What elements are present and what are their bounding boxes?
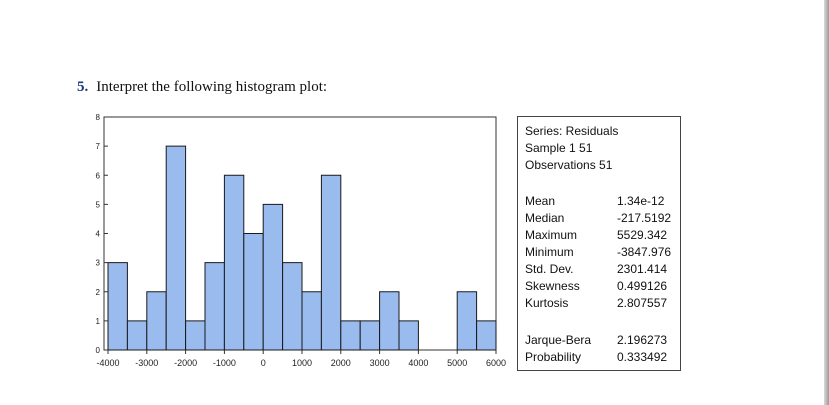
histogram-bar bbox=[243, 233, 264, 351]
histogram-bar bbox=[340, 320, 361, 351]
stat-row-median: Median -217.5192 bbox=[525, 210, 675, 227]
statistics-panel: Series: Residuals Sample 1 51 Observatio… bbox=[517, 116, 681, 371]
histogram-bar bbox=[262, 203, 284, 351]
y-tick-label: 4 bbox=[96, 230, 101, 239]
histogram-bar bbox=[107, 262, 128, 351]
stat-label: Median bbox=[525, 211, 565, 225]
x-tick-label: 0 bbox=[261, 358, 266, 368]
histogram-bar bbox=[398, 320, 419, 351]
series-name: Series: Residuals bbox=[525, 124, 619, 138]
stat-label: Std. Dev. bbox=[525, 262, 574, 276]
histogram-bar bbox=[379, 291, 400, 351]
x-tick-label: -1000 bbox=[213, 358, 236, 368]
x-tick-label: 2000 bbox=[331, 358, 351, 368]
stat-label: Jarque-Bera bbox=[525, 333, 592, 347]
x-tick-label: 4000 bbox=[408, 358, 428, 368]
stat-row-skewness: Skewness 0.499126 bbox=[525, 278, 675, 295]
stat-value: 1.34e-12 bbox=[617, 194, 665, 208]
x-tick-label: -4000 bbox=[96, 358, 119, 368]
stat-value: 2.807557 bbox=[617, 296, 668, 310]
y-tick-label: 1 bbox=[96, 317, 101, 326]
stat-row-jarque-bera: Jarque-Bera 2.196273 bbox=[525, 332, 675, 349]
stat-row-std-dev: Std. Dev. 2301.414 bbox=[525, 261, 675, 278]
stat-value: 5529.342 bbox=[617, 228, 668, 242]
question-text: Interpret the following histogram plot: bbox=[96, 79, 328, 95]
stat-row-maximum: Maximum 5529.342 bbox=[525, 227, 675, 244]
y-tick-label: 7 bbox=[96, 142, 101, 151]
series-info: Series: Residuals Sample 1 51 Observatio… bbox=[525, 123, 618, 174]
y-tick-label: 3 bbox=[96, 259, 101, 268]
stat-row-minimum: Minimum -3847.976 bbox=[525, 244, 675, 261]
stat-label: Kurtosis bbox=[525, 296, 569, 310]
x-tick-label: 6000 bbox=[486, 358, 506, 368]
histogram-bar bbox=[165, 145, 187, 351]
stat-label: Skewness bbox=[525, 279, 580, 293]
question-prompt: 5. Interpret the following histogram plot… bbox=[77, 79, 327, 96]
y-tick-label: 6 bbox=[96, 171, 101, 180]
histogram-bar bbox=[476, 320, 497, 351]
stat-value: 2301.414 bbox=[617, 262, 668, 276]
x-tick-label: 3000 bbox=[370, 358, 390, 368]
page-right-edge bbox=[824, 0, 829, 405]
stat-value: 0.499126 bbox=[617, 279, 668, 293]
stat-value: -3847.976 bbox=[617, 245, 672, 259]
y-tick-label: 8 bbox=[96, 113, 101, 122]
histogram-bar bbox=[320, 174, 342, 351]
histogram-bar bbox=[359, 320, 381, 351]
stat-label: Maximum bbox=[525, 228, 578, 242]
x-tick-label: -3000 bbox=[135, 358, 158, 368]
stat-row-kurtosis: Kurtosis 2.807557 bbox=[525, 295, 675, 312]
histogram-bar bbox=[185, 320, 206, 351]
histogram-bar bbox=[282, 262, 303, 351]
stat-value: 2.196273 bbox=[617, 333, 668, 347]
sample-range: Sample 1 51 bbox=[525, 141, 593, 155]
histogram-bar bbox=[301, 291, 322, 351]
stat-label: Minimum bbox=[525, 245, 574, 259]
stat-row-mean: Mean 1.34e-12 bbox=[525, 193, 675, 210]
histogram-bar bbox=[204, 262, 225, 351]
question-number: 5. bbox=[77, 79, 89, 95]
stat-row-probability: Probability 0.333492 bbox=[525, 349, 675, 366]
histogram-bar bbox=[456, 291, 478, 351]
y-tick-label: 5 bbox=[96, 200, 101, 209]
x-tick-label: -2000 bbox=[174, 358, 197, 368]
histogram-bar bbox=[126, 320, 148, 351]
histogram-bar bbox=[223, 174, 245, 351]
x-tick-label: 5000 bbox=[447, 358, 467, 368]
stat-label: Mean bbox=[525, 194, 556, 208]
observations-count: Observations 51 bbox=[525, 158, 613, 172]
y-tick-label: 2 bbox=[96, 288, 101, 297]
x-tick-label: 1000 bbox=[292, 358, 312, 368]
y-tick-label: 0 bbox=[96, 346, 101, 355]
stat-value: 0.333492 bbox=[617, 350, 668, 364]
stat-value: -217.5192 bbox=[617, 211, 672, 225]
histogram-bar bbox=[146, 291, 167, 351]
stat-label: Probability bbox=[525, 350, 582, 364]
